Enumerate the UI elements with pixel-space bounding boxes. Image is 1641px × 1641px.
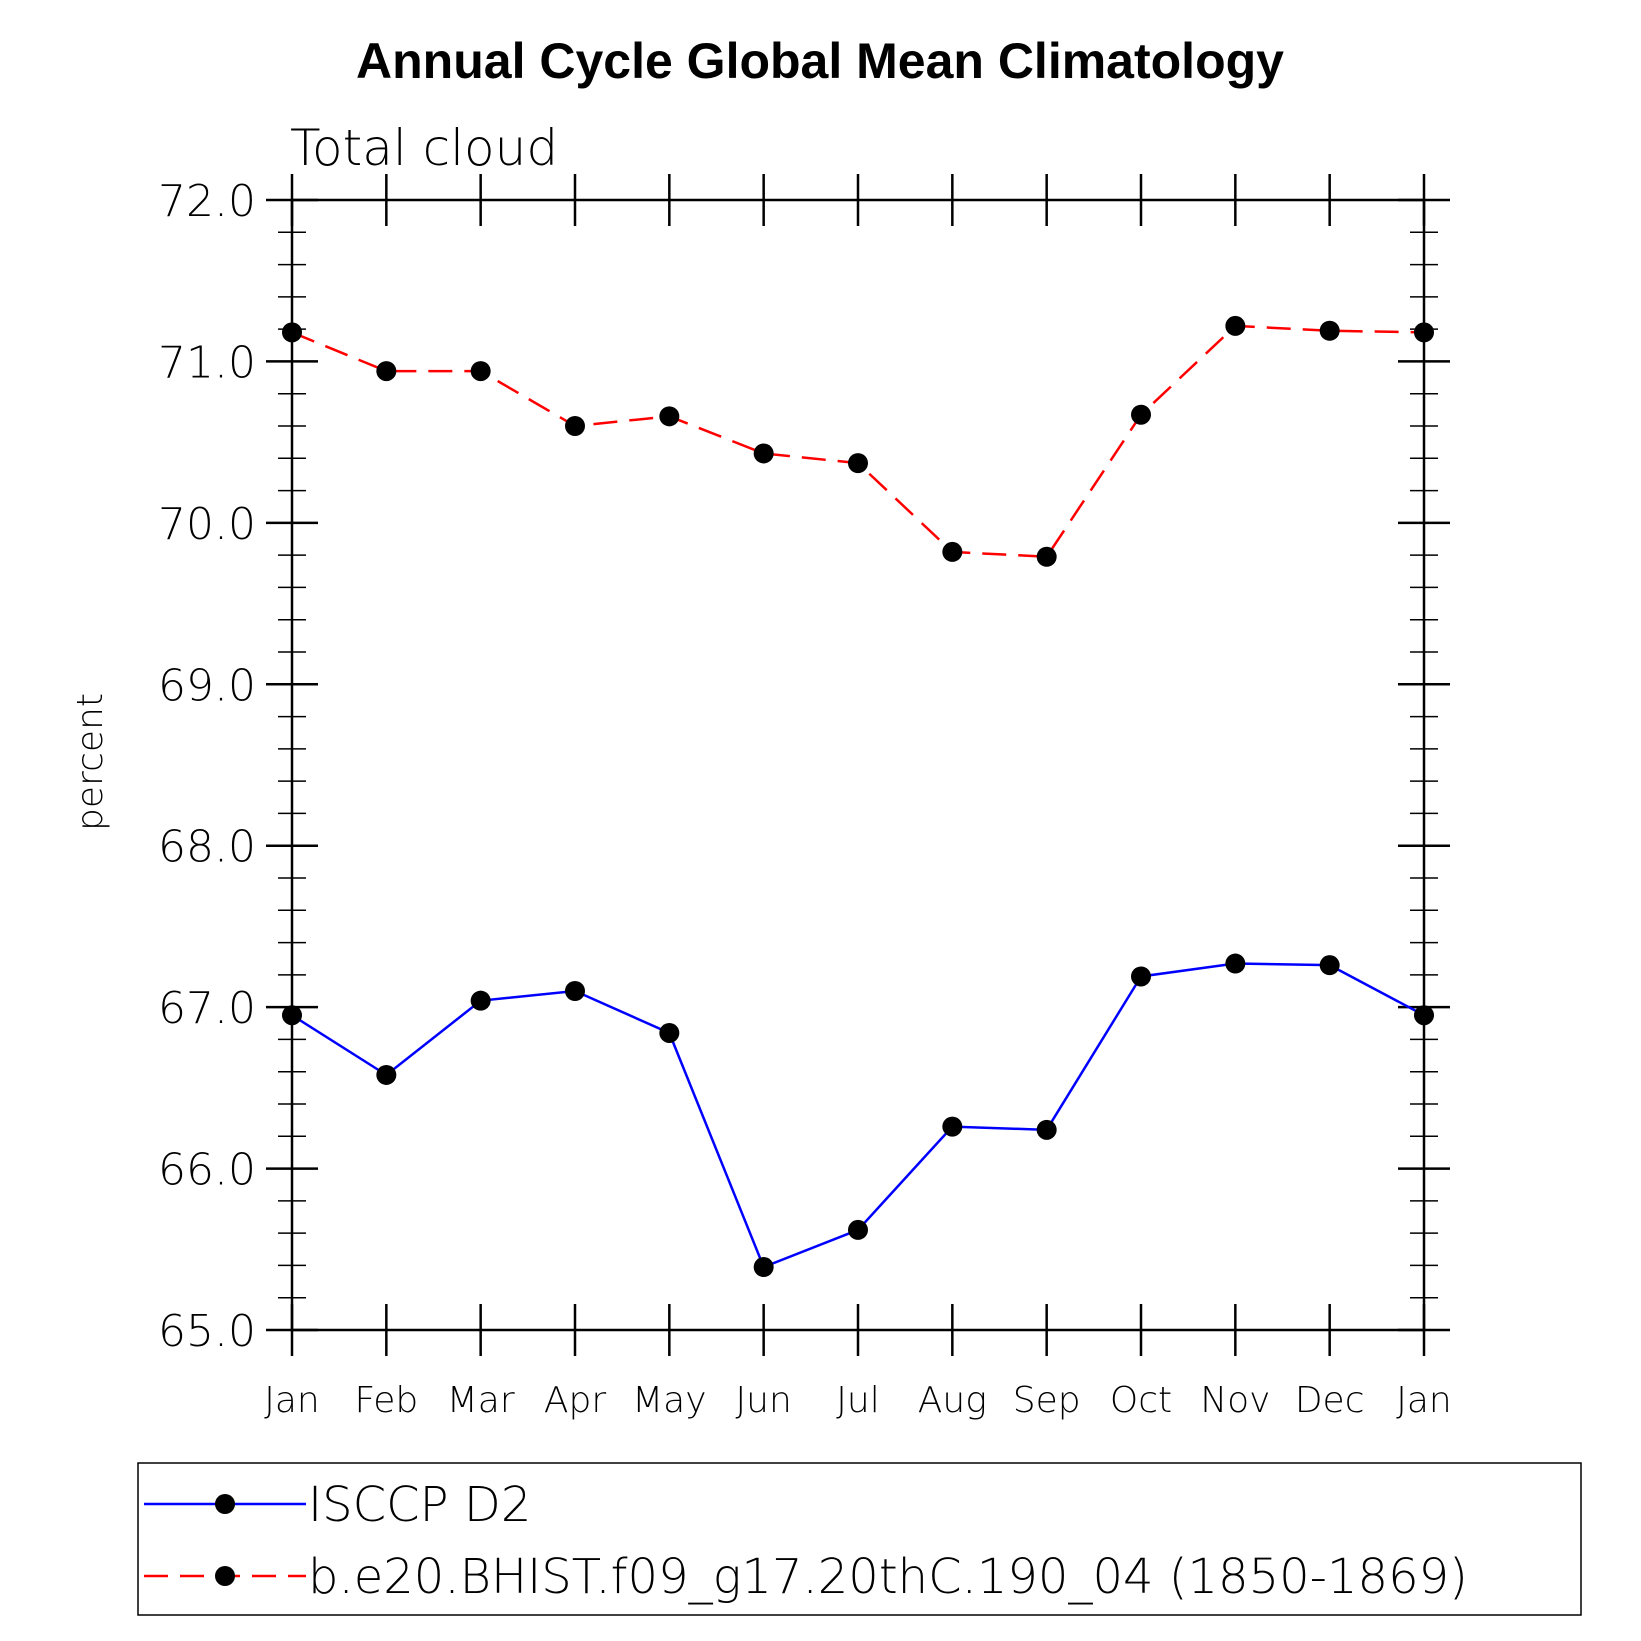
x-tick-label: Feb bbox=[354, 1380, 418, 1421]
x-tick-label: Nov bbox=[1200, 1380, 1270, 1421]
y-tick-label: 71.0 bbox=[158, 337, 256, 388]
x-tick-label: Oct bbox=[1110, 1380, 1172, 1421]
data-point bbox=[1414, 1005, 1434, 1026]
y-tick-label: 72.0 bbox=[158, 176, 256, 227]
x-tick-label: Dec bbox=[1295, 1380, 1365, 1421]
data-point bbox=[1036, 1119, 1057, 1140]
chart-title: Annual Cycle Global Mean Climatology bbox=[356, 33, 1284, 89]
data-point bbox=[1319, 320, 1340, 341]
data-point bbox=[942, 1116, 963, 1137]
y-tick-label: 67.0 bbox=[158, 983, 256, 1034]
data-point bbox=[753, 1257, 774, 1278]
data-point bbox=[1036, 546, 1057, 567]
series-line-1 bbox=[291, 324, 1425, 559]
data-point bbox=[848, 453, 868, 474]
legend-box bbox=[137, 1462, 1582, 1616]
data-point bbox=[1319, 955, 1340, 976]
y-tick-label: 68.0 bbox=[158, 822, 256, 873]
x-tick-label: Apr bbox=[544, 1380, 606, 1421]
data-point bbox=[282, 1005, 302, 1026]
data-point bbox=[470, 361, 491, 382]
y-tick-label: 66.0 bbox=[158, 1145, 256, 1196]
data-point bbox=[376, 1064, 397, 1085]
chart-subtitle: Total cloud bbox=[290, 119, 558, 177]
data-point bbox=[1414, 322, 1434, 343]
y-tick-label: 69.0 bbox=[158, 660, 256, 711]
data-point bbox=[1131, 966, 1151, 987]
x-tick-label: May bbox=[632, 1380, 706, 1421]
x-tick-label: Jul bbox=[836, 1380, 879, 1421]
data-point bbox=[942, 541, 963, 562]
series-layer bbox=[282, 315, 1434, 1278]
data-point bbox=[470, 990, 491, 1011]
axes: 65.0 66.0 67.0 68.0 69.0 70.0 71.0 72.0 Jan Feb Ma… bbox=[158, 174, 1452, 1421]
data-point bbox=[848, 1219, 868, 1240]
legend-label-0: ISCCP D2 bbox=[308, 1477, 531, 1533]
data-point bbox=[659, 1022, 680, 1043]
data-point bbox=[1131, 404, 1151, 425]
legend-marker bbox=[215, 1566, 235, 1586]
y-axis-label: percent bbox=[70, 693, 111, 831]
data-point bbox=[282, 322, 302, 343]
data-point bbox=[659, 406, 680, 427]
plot-frame bbox=[290, 198, 1426, 1332]
legend-marker bbox=[215, 1494, 235, 1514]
data-point bbox=[1225, 315, 1246, 336]
x-tick-label: Jun bbox=[736, 1380, 792, 1421]
x-tick-label: Mar bbox=[447, 1380, 515, 1421]
data-point bbox=[753, 443, 774, 464]
x-tick-label: Jan bbox=[1396, 1380, 1452, 1421]
data-point bbox=[376, 361, 397, 382]
legend-label-1: b.e20.BHIST.f09_g17.20thC.190_04 (1850-1… bbox=[308, 1549, 1468, 1605]
x-tick-label: Sep bbox=[1013, 1380, 1081, 1421]
data-point bbox=[565, 416, 585, 436]
legend: ISCCP D2 b.e20.BHIST.f09_g17.20thC.190_04… bbox=[137, 1462, 1582, 1616]
data-point bbox=[565, 981, 585, 1001]
y-tick-label: 65.0 bbox=[158, 1306, 256, 1357]
y-tick-label: 70.0 bbox=[158, 499, 256, 550]
x-tick-label: Jan bbox=[264, 1380, 320, 1421]
x-tick-label: Aug bbox=[918, 1380, 987, 1421]
data-point bbox=[1225, 953, 1246, 974]
